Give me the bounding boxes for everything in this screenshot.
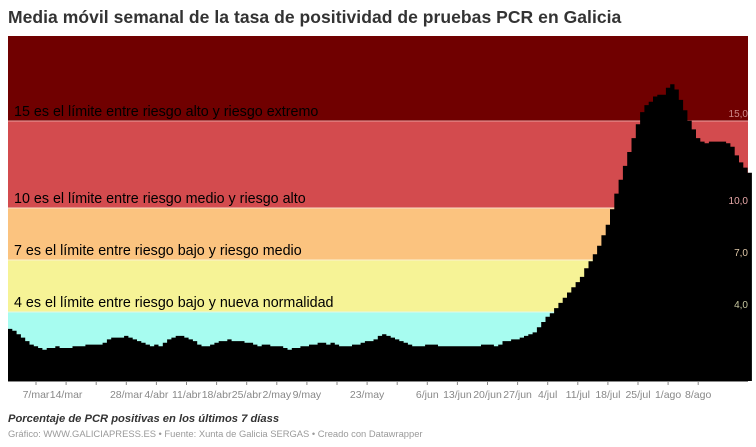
x-tick-label: 25/jul: [625, 389, 651, 401]
chart-footer: Gráfico: WWW.GALICIAPRESS.ES • Fuente: X…: [8, 428, 423, 439]
band-label-high: 10 es el límite entre riesgo medio y rie…: [14, 191, 306, 207]
chart-title: Media móvil semanal de la tasa de positi…: [8, 7, 622, 27]
x-tick-label: 13/jun: [443, 389, 472, 401]
x-tick-label: 25/abr: [231, 389, 262, 401]
y-label-7: 7,0: [734, 248, 748, 259]
band-extreme: [8, 36, 748, 121]
x-tick-label: 7/mar: [22, 389, 50, 401]
x-tick-label: 6/jun: [415, 389, 439, 401]
x-tick-label: 28/mar: [109, 389, 143, 401]
x-tick-label: 11/abr: [172, 389, 201, 401]
x-tick-label: 8/ago: [685, 389, 712, 401]
chart-subtitle: Porcentaje de PCR positivas en los últim…: [8, 413, 280, 425]
x-tick-label: 4/jul: [538, 389, 558, 401]
x-tick-label: 23/may: [349, 389, 385, 401]
y-label-10: 10,0: [728, 196, 748, 207]
x-tick-label: 27/jun: [503, 389, 532, 401]
x-tick-label: 18/abr: [201, 389, 232, 401]
x-tick-label: 20/jun: [473, 389, 502, 401]
band-label-medium: 7 es el límite entre riesgo bajo y riesg…: [14, 243, 302, 259]
band-label-extreme: 15 es el límite entre riesgo alto y ries…: [14, 104, 319, 120]
x-tick-label: 11/jul: [565, 389, 590, 401]
positivity-area-series: [8, 84, 752, 382]
y-label-15: 15,0: [728, 109, 748, 120]
x-tick-label: 14/mar: [49, 389, 83, 401]
x-tick-label: 1/ago: [654, 389, 682, 401]
band-label-low: 4 es el límite entre riesgo bajo y nueva…: [14, 295, 334, 311]
x-tick-label: 18/jul: [595, 389, 621, 401]
y-label-4: 4,0: [734, 300, 748, 311]
chart-plot-area: [8, 36, 752, 385]
x-tick-label: 4/abr: [144, 389, 169, 401]
x-axis-ticks: [35, 381, 699, 385]
x-tick-label: 9/may: [292, 389, 322, 401]
x-tick-label: 2/may: [262, 389, 292, 401]
